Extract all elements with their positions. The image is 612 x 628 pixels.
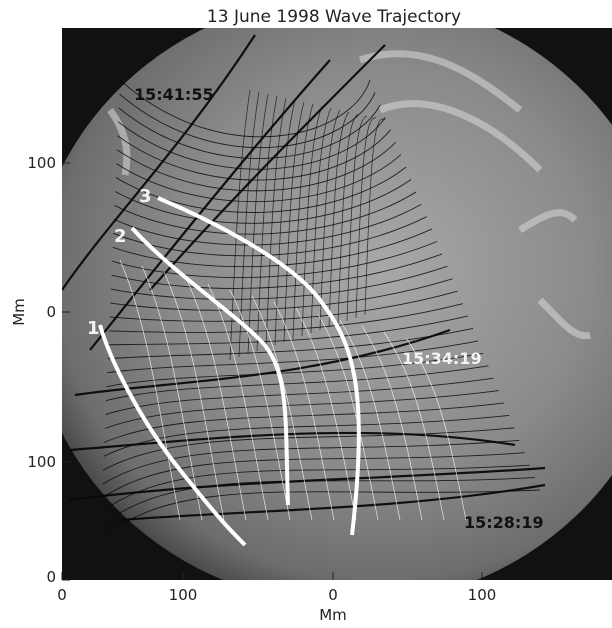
time-wavefront	[69, 466, 546, 502]
wavefront-line	[319, 109, 341, 331]
wavefront-line	[111, 253, 443, 289]
time-wavefront	[62, 34, 256, 291]
wavefront-line	[117, 129, 391, 181]
y-tick-label: 100	[27, 453, 56, 471]
trajectory-thin	[185, 277, 247, 521]
trajectory-lines	[98, 196, 467, 547]
trajectory-thin	[251, 295, 313, 521]
chart-title: 13 June 1998 Wave Trajectory	[207, 7, 461, 27]
x-axis-label: Mm	[319, 606, 347, 624]
trajectory-line	[98, 324, 247, 547]
solar-disk	[62, 28, 612, 580]
trajectory-thin	[317, 313, 379, 521]
time-wavefront	[149, 44, 386, 291]
wavefront-line	[119, 79, 371, 138]
wavefront-line	[113, 216, 427, 257]
wavefront-line	[238, 91, 260, 358]
x-tick-label: 100	[169, 586, 198, 604]
trajectory-thin	[361, 325, 423, 521]
bright-loop	[378, 100, 543, 173]
wavefront-line	[109, 290, 458, 322]
bright-loop	[518, 209, 578, 234]
time-wavefronts	[62, 34, 546, 522]
wavefront-line	[346, 115, 368, 322]
wavefront-line	[310, 107, 332, 334]
wavefront-line	[101, 452, 525, 499]
wavefront-line	[104, 402, 504, 443]
trajectory-thin	[295, 307, 357, 521]
wavefront-line	[229, 89, 251, 361]
trajectory-thin	[207, 283, 269, 521]
wavefront-line	[113, 203, 422, 246]
wavefront-line	[328, 111, 350, 328]
y-axis-label: Mm	[10, 298, 28, 326]
trajectory-thin	[273, 301, 335, 521]
wavefront-line	[247, 93, 269, 355]
time-wavefront	[74, 328, 451, 397]
wavefront-line	[109, 303, 463, 333]
wavefront-line	[110, 278, 453, 311]
wavefront-line	[117, 117, 386, 170]
bright-features	[107, 50, 592, 340]
trajectory-label-1: 1	[87, 318, 100, 339]
wavefront-line	[103, 415, 510, 457]
time-label-152819: 15:28:19	[464, 513, 544, 532]
time-label-154155: 15:41:55	[134, 85, 214, 104]
y-axis: 100 0 100 0 Mm	[10, 154, 70, 586]
y-tick-label: 0	[46, 568, 56, 586]
time-wavefront	[119, 483, 546, 522]
wavefront-line	[100, 477, 535, 527]
wavefront-line	[274, 99, 296, 346]
wavefront-line	[107, 340, 479, 374]
trajectory-label-2: 2	[114, 226, 127, 247]
wavefront-line	[337, 113, 359, 325]
wavefront-line	[364, 118, 386, 316]
trajectory-label-3: 3	[139, 186, 152, 207]
x-tick-label: 0	[57, 586, 67, 604]
wavefront-line	[119, 92, 376, 148]
trajectory-thin	[119, 259, 181, 521]
time-label-153419: 15:34:19	[402, 349, 482, 368]
trajectory-thin	[141, 265, 203, 521]
wavefront-line	[114, 179, 412, 224]
wavefront-line	[102, 427, 515, 471]
time-wavefront	[69, 431, 516, 452]
wavefront-line	[111, 241, 438, 278]
wavefront-line	[265, 97, 287, 349]
x-tick-label: 0	[328, 586, 338, 604]
wavefront-line	[105, 377, 494, 415]
wavefront-line	[105, 365, 489, 402]
x-axis: 0 100 0 100 Mm	[57, 572, 496, 624]
wavefront-line	[102, 439, 520, 485]
wavefront-line	[112, 228, 433, 268]
x-tick-label: 100	[468, 586, 497, 604]
trajectory-thin	[229, 289, 291, 521]
wavefront-line	[110, 265, 448, 300]
bright-loop	[537, 297, 592, 340]
trajectory-thin	[163, 271, 225, 521]
wavefront-line	[114, 191, 417, 235]
trajectory-thin	[339, 319, 401, 521]
wavefront-line	[301, 105, 323, 337]
wavefront-line	[355, 117, 377, 319]
y-tick-label: 100	[27, 154, 56, 172]
bright-loop	[358, 50, 523, 113]
trajectory-line	[130, 226, 290, 506]
wavefront-line	[115, 166, 407, 213]
y-tick-label: 0	[46, 303, 56, 321]
wavefront-line	[283, 101, 305, 343]
trajectory-thin	[405, 337, 467, 521]
time-wavefront	[89, 59, 331, 351]
trajectory-thin	[383, 331, 445, 521]
wavefront-line	[99, 489, 541, 541]
